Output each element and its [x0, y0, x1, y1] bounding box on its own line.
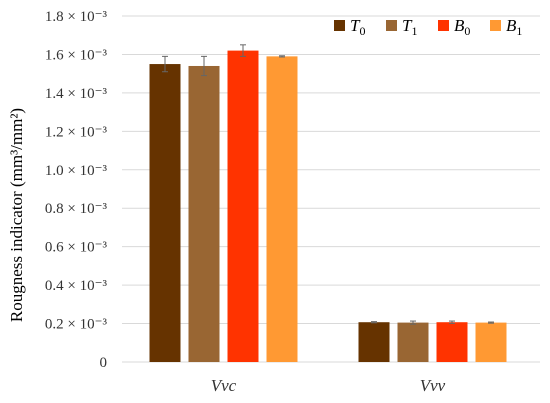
legend: T0 T1 B0 B1 [334, 16, 522, 38]
y-tick-label: 0 [100, 355, 108, 371]
x-category-label: Vvv [420, 376, 446, 395]
bar-B1-Vvc [266, 56, 298, 362]
bar-B1-Vvv [475, 322, 507, 362]
legend-label: B0 [454, 16, 470, 38]
legend-label: T1 [402, 16, 417, 38]
legend-swatch [386, 20, 397, 31]
y-tick-label: 1.4 × 10⁻³ [45, 86, 108, 102]
y-tick-label: 0.6 × 10⁻³ [45, 240, 108, 256]
legend-swatch [490, 20, 501, 31]
x-category-label: Vvc [211, 376, 237, 395]
bar-T1-Vvc [188, 65, 220, 362]
grid-lines [122, 15, 540, 363]
legend-label: B1 [506, 16, 522, 38]
bar-T0-Vvv [358, 322, 390, 362]
y-tick-label: 1.6 × 10⁻³ [45, 47, 108, 63]
legend-label: T0 [350, 16, 365, 38]
y-tick-label: 0.8 × 10⁻³ [45, 201, 108, 217]
x-axis-categories: Vvc Vvv [211, 376, 446, 395]
y-tick-label: 0.2 × 10⁻³ [45, 317, 108, 333]
y-tick-label: 1.8 × 10⁻³ [45, 9, 108, 25]
legend-swatch [334, 20, 345, 31]
y-axis-label: Rougness indicator (mm³/mm²) [7, 108, 26, 322]
bar-B0-Vvc [227, 50, 259, 362]
bar-T0-Vvc [149, 64, 181, 363]
bar-B0-Vvv [436, 322, 468, 362]
bars [149, 50, 507, 363]
y-tick-label: 0.4 × 10⁻³ [45, 278, 108, 294]
y-tick-label: 1.2 × 10⁻³ [45, 124, 108, 140]
bar-T1-Vvv [397, 322, 429, 362]
y-tick-label: 1.0 × 10⁻³ [45, 163, 108, 179]
y-axis-ticks: 0 0.2 × 10⁻³ 0.4 × 10⁻³ 0.6 × 10⁻³ 0.8 × 10⁻… [45, 9, 108, 371]
error-bars [162, 44, 494, 325]
legend-swatch [438, 20, 449, 31]
